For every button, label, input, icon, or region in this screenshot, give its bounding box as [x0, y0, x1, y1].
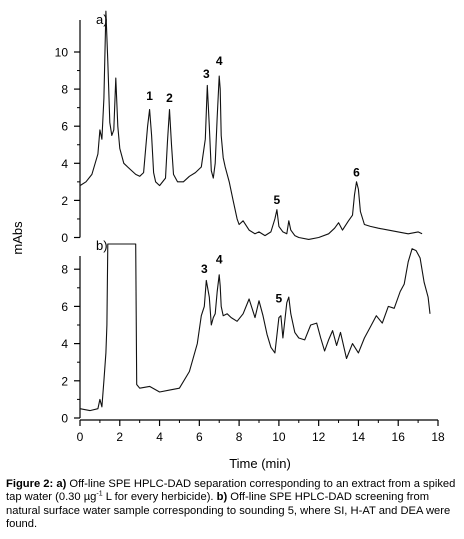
peak-label: 5	[274, 193, 281, 207]
x-tick-label: 10	[272, 430, 286, 444]
y-tick-label: 0	[61, 412, 68, 426]
x-axis: 0 2 4 6 8 10 12 14 16 18	[77, 419, 445, 444]
x-tick-label: 12	[312, 430, 326, 444]
caption-a-text: Off-line SPE HPLC-DAD separation corresp…	[6, 478, 456, 504]
panel-label: b)	[96, 238, 108, 253]
x-tick-label: 6	[196, 430, 203, 444]
y-tick-label: 4	[61, 337, 68, 351]
x-tick-label: 4	[156, 430, 163, 444]
peak-label: 4	[216, 253, 223, 267]
y-tick-label: 2	[61, 194, 68, 208]
y-axis-label: mAbs	[10, 221, 25, 255]
y-tick-label: 8	[61, 83, 68, 97]
y-tick-label: 0	[61, 231, 68, 245]
y-tick-label: 10	[55, 46, 69, 60]
x-tick-label: 8	[236, 430, 243, 444]
peak-label: 4	[216, 54, 223, 68]
caption-a-label: a)	[56, 478, 67, 490]
caption-a-text-end: L for every herbicide).	[102, 491, 217, 504]
caption-lead: Figure 2:	[6, 478, 54, 490]
y-tick-label: 8	[61, 263, 68, 277]
y-tick-label: 2	[61, 374, 68, 388]
peak-label: 5	[276, 292, 283, 306]
y-tick-label: 6	[61, 120, 68, 134]
chromatogram-trace	[79, 10, 423, 240]
chromatogram-trace	[79, 243, 431, 412]
y-tick-label: 4	[61, 157, 68, 171]
y-tick-label: 6	[61, 300, 68, 314]
peak-label: 3	[203, 67, 210, 81]
x-tick-label: 14	[352, 430, 366, 444]
x-tick-label: 2	[116, 430, 123, 444]
x-tick-label: 0	[77, 430, 84, 444]
x-tick-label: 18	[431, 430, 445, 444]
figure-caption: Figure 2: a) Off-line SPE HPLC-DAD separ…	[6, 478, 460, 532]
peak-label: 6	[353, 165, 360, 179]
x-axis-label: Time (min)	[229, 456, 291, 471]
x-tick-label: 16	[392, 430, 406, 444]
panel-label: a)	[96, 12, 108, 27]
peak-label: 1	[146, 89, 153, 103]
caption-b-label: b)	[216, 491, 228, 504]
caption-b-text: Off-line SPE HPLC-DAD screening from nat…	[6, 491, 451, 531]
peak-label: 3	[201, 262, 208, 276]
peak-label: 2	[166, 91, 173, 105]
caption-a-superscript: -1	[96, 490, 103, 498]
